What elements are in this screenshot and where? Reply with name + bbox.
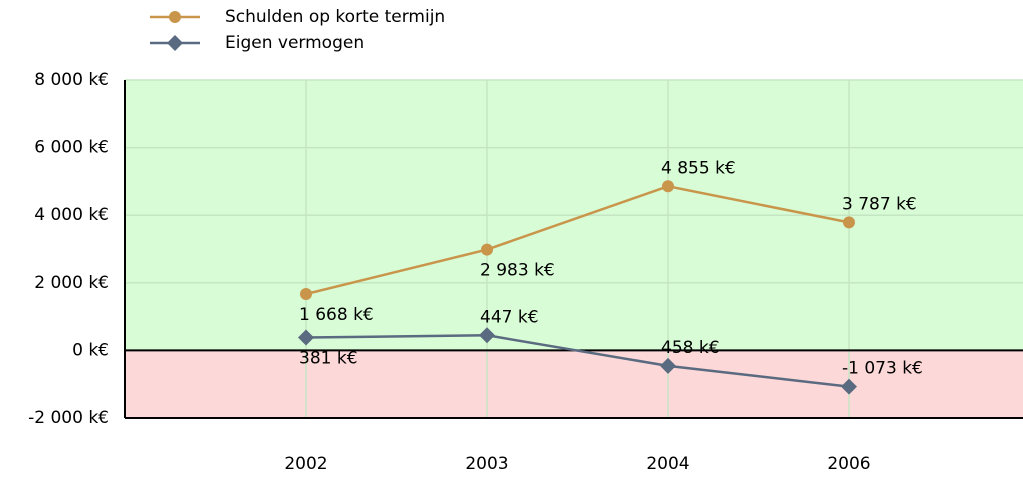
- point: [841, 378, 857, 395]
- legend-label: Schulden op korte termijn: [225, 7, 445, 27]
- y-tick-label: 6 000 k€: [34, 138, 109, 158]
- data-label: 3 787 k€: [842, 194, 917, 214]
- data-label: 1 668 k€: [299, 305, 374, 325]
- point: [481, 243, 493, 256]
- y-tick-label: 8 000 k€: [34, 70, 109, 90]
- point: [298, 329, 314, 346]
- point: [843, 216, 855, 229]
- point: [169, 11, 181, 23]
- y-tick-label: 2 000 k€: [34, 273, 109, 293]
- point: [167, 35, 183, 51]
- x-tick-label: 2002: [284, 454, 327, 474]
- y-tick-label: -2 000 k€: [28, 408, 109, 428]
- point: [479, 327, 495, 344]
- negative-zone: [125, 350, 1023, 418]
- x-tick-label: 2006: [827, 454, 870, 474]
- line: [305, 185, 850, 296]
- point: [660, 357, 676, 374]
- point: [662, 180, 674, 193]
- data-label: 381 k€: [299, 349, 358, 369]
- y-tick-label: 4 000 k€: [34, 205, 109, 225]
- x-tick-label: 2004: [646, 454, 689, 474]
- data-label: -1 073 k€: [842, 359, 923, 379]
- x-tick-label: 2003: [465, 454, 508, 474]
- data-label: 458 k€: [661, 338, 720, 358]
- y-tick-label: 0 k€: [72, 340, 109, 360]
- data-label: 4 855 k€: [661, 158, 736, 178]
- data-label: 2 983 k€: [480, 261, 555, 281]
- line: [305, 334, 850, 388]
- point: [300, 288, 312, 301]
- legend-label: Eigen vermogen: [225, 33, 364, 53]
- data-label: 447 k€: [480, 307, 539, 327]
